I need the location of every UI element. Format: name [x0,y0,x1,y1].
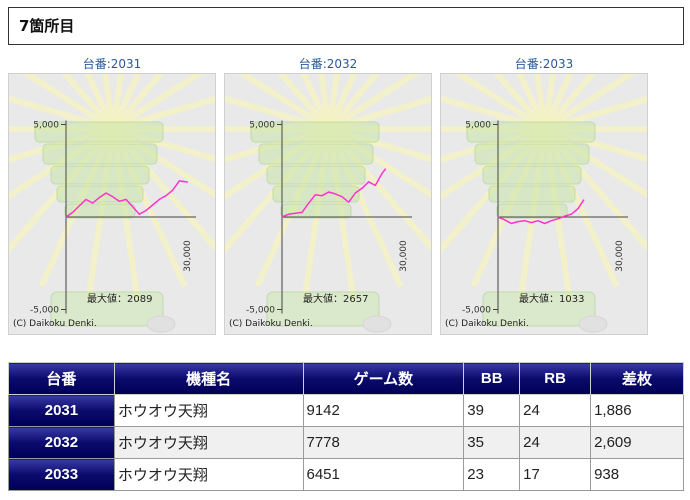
difference-cell: 2,609 [590,426,684,459]
machine-number-cell[interactable]: 2031 [8,394,115,427]
machine-illustration [250,121,392,333]
section-header: 7箇所目 [8,7,684,45]
y-tick-label-min: -5,000 [462,306,491,316]
copyright-text: (C) Daikoku Denki. [229,319,313,329]
x-tick-label: 30,000 [183,240,193,272]
graph-panel-2032[interactable]: 台番:2032 5,000 -5,000 30,000 最大値：2657 (C) Dai… [224,55,432,335]
copyright-text: (C) Daikoku Denki. [13,319,97,329]
bb-cell: 23 [463,458,521,491]
machine-illustration [466,121,608,333]
rb-cell: 17 [519,458,592,491]
y-tick-label-max: 5,000 [33,121,59,131]
model-name-cell: ホウオウ天翔 [113,458,304,491]
y-tick-label-min: -5,000 [30,306,59,316]
bb-cell: 39 [463,394,521,427]
game-count-cell: 6451 [302,458,465,491]
graph-title: 台番:2032 [298,57,358,71]
slump-line [65,180,189,218]
graph-frame: 5,000 -5,000 30,000 最大値：1033 (C) Daikoku Den… [440,73,648,335]
max-value-label: 最大値：2089 [87,292,152,305]
machine-number-cell[interactable]: 2033 [8,458,115,491]
graph-title: 台番:2031 [82,57,142,71]
y-tick-label-max: 5,000 [249,121,275,131]
table-row: 2033 ホウオウ天翔 6451 23 17 938 [8,458,684,491]
col-header-bb: BB [463,362,521,395]
section-title: 7箇所目 [19,17,75,35]
slump-line [281,168,387,218]
graph-panel-2031[interactable]: 台番:2031 5,000 -5,000 30,000 最大値：2089 (C) Dai… [8,55,216,335]
graph-panel-2033[interactable]: 台番:2033 5,000 -5,000 30,000 最大値：1033 (C) Dai… [440,55,648,335]
y-tick-label-min: -5,000 [246,306,275,316]
x-tick-label: 30,000 [615,240,625,272]
col-header-game-count: ゲーム数 [302,362,465,395]
table-row: 2031 ホウオウ天翔 9142 39 24 1,886 [8,394,684,427]
game-count-cell: 7778 [302,426,465,459]
table-row: 2032 ホウオウ天翔 7778 35 24 2,609 [8,426,684,459]
col-header-machine-number: 台番 [8,362,115,395]
bb-cell: 35 [463,426,521,459]
graph-frame: 5,000 -5,000 30,000 最大値：2089 (C) Daikoku Den… [8,73,216,335]
slump-graph: 5,000 -5,000 30,000 最大値：1033 (C) Daikoku Den… [441,74,647,333]
machine-data-table: 台番 機種名 ゲーム数 BB RB 差枚 2031 ホウオウ天翔 9142 39… [8,362,684,491]
col-header-difference: 差枚 [590,362,684,395]
game-count-cell: 9142 [302,394,465,427]
graph-frame: 5,000 -5,000 30,000 最大値：2657 (C) Daikoku Den… [224,73,432,335]
slump-graph: 5,000 -5,000 30,000 最大値：2089 (C) Daikoku Den… [9,74,215,333]
slump-line [497,199,585,225]
max-value-label: 最大値：2657 [303,292,368,305]
machine-illustration [34,121,176,333]
graph-title: 台番:2033 [514,57,574,71]
col-header-rb: RB [519,362,592,395]
slump-graph: 5,000 -5,000 30,000 最大値：2657 (C) Daikoku Den… [225,74,431,333]
max-value-label: 最大値：1033 [519,292,584,305]
col-header-model-name: 機種名 [113,362,304,395]
difference-cell: 938 [590,458,684,491]
rb-cell: 24 [519,426,592,459]
table-header-row: 台番 機種名 ゲーム数 BB RB 差枚 [8,362,684,395]
machine-number-cell[interactable]: 2032 [8,426,115,459]
model-name-cell: ホウオウ天翔 [113,394,304,427]
copyright-text: (C) Daikoku Denki. [445,319,529,329]
y-tick-label-max: 5,000 [465,121,491,131]
rb-cell: 24 [519,394,592,427]
x-tick-label: 30,000 [399,240,409,272]
difference-cell: 1,886 [590,394,684,427]
model-name-cell: ホウオウ天翔 [113,426,304,459]
